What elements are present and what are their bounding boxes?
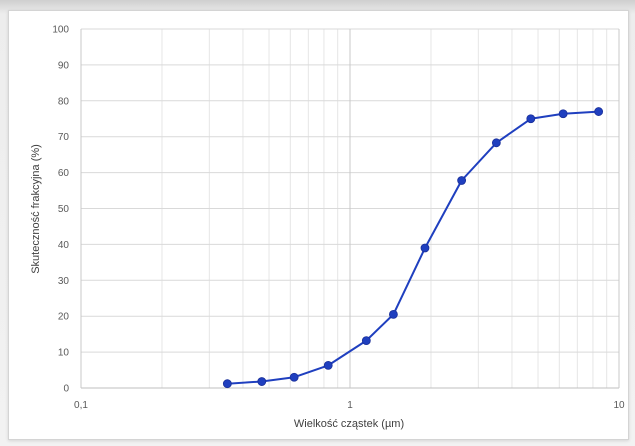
y-tick-label: 80: [58, 96, 70, 107]
data-series: [222, 107, 604, 389]
y-tick-label: 40: [58, 240, 70, 251]
data-point: [491, 138, 501, 148]
data-point: [289, 372, 299, 382]
y-axis-title: Skuteczność frakcyjna (%): [30, 144, 42, 274]
data-point: [526, 114, 536, 124]
data-point: [323, 360, 333, 370]
y-tick-label: 70: [58, 132, 70, 143]
x-tick-label: 1: [347, 400, 353, 411]
series-line: [227, 110, 599, 385]
y-tick-label: 30: [58, 276, 70, 287]
data-point: [361, 336, 371, 346]
data-point: [594, 107, 604, 116]
data-point: [389, 310, 398, 319]
y-tick-label: 0: [63, 384, 69, 395]
y-tick-label: 90: [58, 60, 70, 71]
y-tick-label: 60: [58, 168, 70, 179]
y-tick-label: 100: [52, 25, 69, 36]
x-axis-tick-labels: 0,1 1 10: [74, 400, 625, 411]
data-point: [420, 243, 430, 253]
data-point: [558, 109, 568, 119]
y-axis-tick-labels: 0 10 20 30 40 50 60 70 80 90 100: [52, 25, 69, 395]
data-point: [457, 176, 467, 185]
line-chart: 0 10 20 30 40 50 60 70 80 90 100 0,1 1 10 Skutecznoś…: [30, 25, 625, 431]
y-tick-label: 20: [58, 312, 70, 323]
x-tick-label: 10: [613, 400, 625, 411]
x-axis-title: Wielkość cząstek (µm): [294, 418, 404, 430]
chart-area: 0 10 20 30 40 50 60 70 80 90 100 0,1 1 10 Skutecznoś…: [8, 10, 629, 440]
data-point: [257, 377, 267, 386]
y-tick-label: 50: [58, 204, 70, 215]
x-tick-label: 0,1: [74, 400, 88, 411]
y-tick-label: 10: [58, 348, 70, 359]
data-point: [222, 379, 232, 389]
